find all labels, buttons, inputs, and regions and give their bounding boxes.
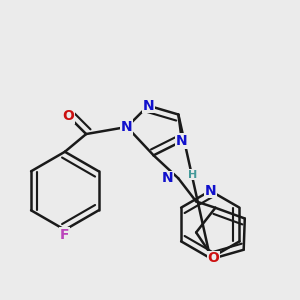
Text: N: N (121, 120, 133, 134)
Text: O: O (208, 251, 220, 266)
Text: N: N (142, 99, 154, 113)
Text: F: F (60, 228, 70, 242)
Text: O: O (62, 109, 74, 123)
Text: H: H (188, 170, 197, 180)
Text: N: N (162, 171, 174, 185)
Text: N: N (205, 184, 216, 198)
Text: N: N (176, 134, 188, 148)
